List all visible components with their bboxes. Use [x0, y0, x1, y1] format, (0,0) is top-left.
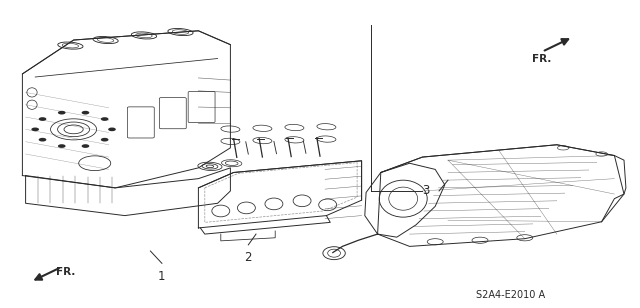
Circle shape — [101, 117, 109, 121]
Text: 3: 3 — [422, 184, 430, 197]
Circle shape — [58, 144, 65, 148]
Circle shape — [38, 138, 46, 142]
Text: FR.: FR. — [532, 54, 552, 64]
Circle shape — [82, 144, 90, 148]
Circle shape — [82, 111, 90, 115]
Text: S2A4-E2010 A: S2A4-E2010 A — [476, 290, 545, 300]
Circle shape — [31, 128, 39, 131]
Text: 1: 1 — [158, 270, 166, 282]
Circle shape — [38, 117, 46, 121]
Circle shape — [58, 111, 65, 115]
Text: 2: 2 — [244, 251, 252, 264]
Circle shape — [108, 128, 116, 131]
Circle shape — [101, 138, 109, 142]
Text: FR.: FR. — [56, 267, 76, 277]
